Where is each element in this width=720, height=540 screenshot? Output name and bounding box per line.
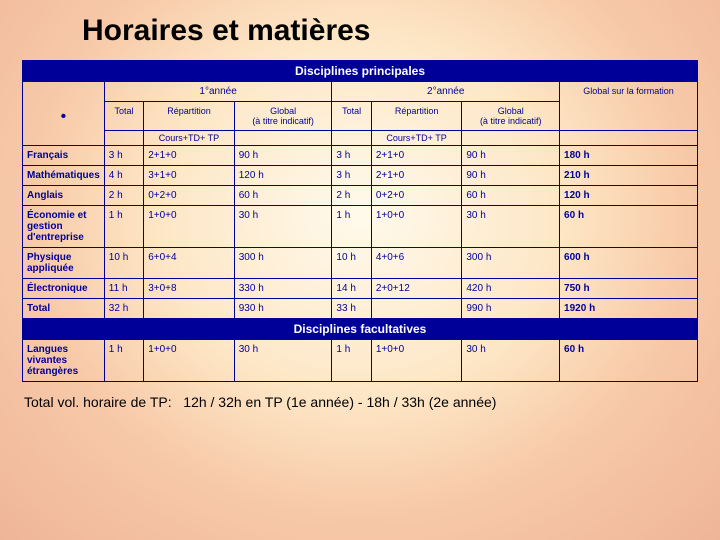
col-repartition-1: Répartition bbox=[144, 102, 235, 131]
main-cell: 330 h bbox=[234, 279, 332, 299]
main-cell: 180 h bbox=[560, 146, 698, 166]
subhead-2: Cours+TD+ TP bbox=[371, 131, 462, 146]
total-row: Total 32 h 930 h 33 h 990 h 1920 h bbox=[23, 299, 698, 319]
table-row: Mathématiques4 h3+1+0120 h3 h2+1+090 h21… bbox=[23, 166, 698, 186]
opt-cell: 1+0+0 bbox=[371, 340, 462, 382]
table-row: Électronique11 h3+0+8330 h14 h2+0+12420 … bbox=[23, 279, 698, 299]
main-cell: 4 h bbox=[104, 166, 143, 186]
table-row: Économie et gestion d'entreprise1 h1+0+0… bbox=[23, 206, 698, 248]
main-cell: 3+1+0 bbox=[144, 166, 235, 186]
main-cell: 0+2+0 bbox=[371, 186, 462, 206]
main-cell: 2+1+0 bbox=[371, 166, 462, 186]
main-cell: Électronique bbox=[23, 279, 105, 299]
main-cell: 4+0+6 bbox=[371, 248, 462, 279]
page-title: Horaires et matières bbox=[82, 14, 698, 48]
main-cell: 300 h bbox=[234, 248, 332, 279]
main-cell: Français bbox=[23, 146, 105, 166]
schedule-table: Disciplines principales • 1°année 2°anné… bbox=[22, 60, 698, 382]
main-cell: 1+0+0 bbox=[144, 206, 235, 248]
main-cell: 120 h bbox=[234, 166, 332, 186]
opt-cell: 30 h bbox=[462, 340, 560, 382]
main-cell: 3 h bbox=[104, 146, 143, 166]
opt-cell: 1 h bbox=[104, 340, 143, 382]
main-cell: 2+1+0 bbox=[144, 146, 235, 166]
main-cell: 420 h bbox=[462, 279, 560, 299]
main-cell: 210 h bbox=[560, 166, 698, 186]
col-global-1: Global (à titre indicatif) bbox=[234, 102, 332, 131]
main-cell: 600 h bbox=[560, 248, 698, 279]
main-cell: 120 h bbox=[560, 186, 698, 206]
opt-cell: 1 h bbox=[332, 340, 371, 382]
opt-cell: 60 h bbox=[560, 340, 698, 382]
subhead-1: Cours+TD+ TP bbox=[144, 131, 235, 146]
main-cell: 0+2+0 bbox=[144, 186, 235, 206]
main-cell: 60 h bbox=[560, 206, 698, 248]
main-cell: 1 h bbox=[104, 206, 143, 248]
main-cell: 750 h bbox=[560, 279, 698, 299]
year2-header: 2°année bbox=[332, 82, 560, 102]
main-cell: 90 h bbox=[462, 166, 560, 186]
main-cell: 3 h bbox=[332, 146, 371, 166]
table-row: Physique appliquée10 h6+0+4300 h10 h4+0+… bbox=[23, 248, 698, 279]
opt-cell: 30 h bbox=[234, 340, 332, 382]
main-cell: Mathématiques bbox=[23, 166, 105, 186]
main-cell: 10 h bbox=[332, 248, 371, 279]
main-cell: 2+0+12 bbox=[371, 279, 462, 299]
main-cell: Physique appliquée bbox=[23, 248, 105, 279]
col-total-1: Total bbox=[104, 102, 143, 131]
col-global-2: Global (à titre indicatif) bbox=[462, 102, 560, 131]
table-row: Anglais2 h0+2+060 h2 h0+2+060 h120 h bbox=[23, 186, 698, 206]
main-cell: 3 h bbox=[332, 166, 371, 186]
main-cell: 60 h bbox=[462, 186, 560, 206]
main-cell: 60 h bbox=[234, 186, 332, 206]
main-cell: 6+0+4 bbox=[144, 248, 235, 279]
banner-optional: Disciplines facultatives bbox=[23, 319, 698, 340]
main-cell: 2+1+0 bbox=[371, 146, 462, 166]
main-cell: 2 h bbox=[104, 186, 143, 206]
main-cell: 30 h bbox=[462, 206, 560, 248]
col-total-2: Total bbox=[332, 102, 371, 131]
main-cell: 2 h bbox=[332, 186, 371, 206]
main-cell: 90 h bbox=[234, 146, 332, 166]
main-cell: 3+0+8 bbox=[144, 279, 235, 299]
banner-main: Disciplines principales bbox=[23, 61, 698, 82]
footer-note: Total vol. horaire de TP: 12h / 32h en T… bbox=[22, 394, 698, 410]
main-cell: 11 h bbox=[104, 279, 143, 299]
main-cell: 1 h bbox=[332, 206, 371, 248]
opt-cell: 1+0+0 bbox=[144, 340, 235, 382]
main-cell: 14 h bbox=[332, 279, 371, 299]
year1-header: 1°année bbox=[104, 82, 332, 102]
table-row: Français3 h2+1+090 h3 h2+1+090 h180 h bbox=[23, 146, 698, 166]
main-cell: 1+0+0 bbox=[371, 206, 462, 248]
col-global-formation: Global sur la formation bbox=[560, 82, 698, 131]
opt-cell: Langues vivantes étrangères bbox=[23, 340, 105, 382]
main-cell: 10 h bbox=[104, 248, 143, 279]
bullet-icon: • bbox=[23, 82, 105, 146]
main-cell: 300 h bbox=[462, 248, 560, 279]
main-cell: 90 h bbox=[462, 146, 560, 166]
main-cell: Anglais bbox=[23, 186, 105, 206]
main-cell: Économie et gestion d'entreprise bbox=[23, 206, 105, 248]
table-row: Langues vivantes étrangères1 h1+0+030 h1… bbox=[23, 340, 698, 382]
col-repartition-2: Répartition bbox=[371, 102, 462, 131]
main-cell: 30 h bbox=[234, 206, 332, 248]
